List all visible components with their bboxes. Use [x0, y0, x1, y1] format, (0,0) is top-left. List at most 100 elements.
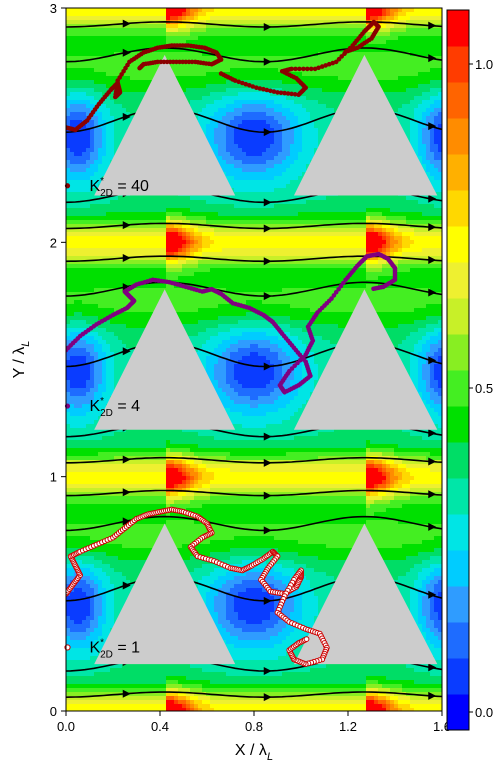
heatmap-cell: [282, 116, 286, 120]
heatmap-cell: [70, 8, 74, 12]
heatmap-cell: [178, 12, 182, 16]
heatmap-cell: [282, 164, 286, 168]
heatmap-cell: [306, 208, 310, 212]
heatmap-cell: [398, 196, 402, 200]
heatmap-cell: [318, 84, 322, 88]
heatmap-cell: [66, 204, 70, 208]
heatmap-cell: [230, 164, 234, 168]
heatmap-cell: [278, 152, 282, 156]
heatmap-cell: [234, 164, 238, 168]
heatmap-cell: [406, 96, 410, 100]
heatmap-cell: [430, 72, 434, 76]
heatmap-cell: [298, 36, 302, 40]
heatmap-cell: [430, 216, 434, 220]
heatmap-cell: [334, 28, 338, 32]
heatmap-cell: [194, 108, 198, 112]
heatmap-cell: [342, 24, 346, 28]
heatmap-cell: [82, 140, 86, 144]
heatmap-cell: [310, 148, 314, 152]
heatmap-cell: [106, 140, 110, 144]
heatmap-cell: [398, 96, 402, 100]
heatmap-cell: [250, 176, 254, 180]
heatmap-cell: [358, 52, 362, 56]
heatmap-cell: [278, 192, 282, 196]
heatmap-cell: [430, 40, 434, 44]
heatmap-cell: [262, 160, 266, 164]
heatmap-cell: [366, 216, 370, 220]
heatmap-cell: [378, 212, 382, 216]
heatmap-cell: [410, 56, 414, 60]
heatmap-cell: [278, 184, 282, 188]
heatmap-cell: [230, 160, 234, 164]
heatmap-cell: [74, 92, 78, 96]
heatmap-cell: [406, 204, 410, 208]
heatmap-cell: [82, 132, 86, 136]
heatmap-cell: [86, 156, 90, 160]
heatmap-cell: [422, 100, 426, 104]
heatmap-cell: [354, 8, 358, 12]
heatmap-cell: [374, 44, 378, 48]
heatmap-cell: [334, 8, 338, 12]
heatmap-cell: [410, 8, 414, 12]
heatmap-cell: [242, 192, 246, 196]
heatmap-cell: [134, 36, 138, 40]
heatmap-cell: [382, 212, 386, 216]
heatmap-cell: [426, 36, 430, 40]
heatmap-cell: [66, 68, 70, 72]
heatmap-cell: [234, 64, 238, 68]
heatmap-cell: [94, 76, 98, 80]
heatmap-cell: [310, 16, 314, 20]
heatmap-cell: [350, 212, 354, 216]
heatmap-cell: [430, 84, 434, 88]
heatmap-cell: [130, 84, 134, 88]
heatmap-cell: [130, 216, 134, 220]
heatmap-cell: [438, 40, 442, 44]
heatmap-cell: [322, 96, 326, 100]
heatmap-cell: [346, 64, 350, 68]
heatmap-cell: [150, 40, 154, 44]
heatmap-cell: [82, 36, 86, 40]
heatmap-cell: [86, 136, 90, 140]
heatmap-cell: [406, 72, 410, 76]
heatmap-cell: [274, 12, 278, 16]
heatmap-cell: [178, 16, 182, 20]
heatmap-cell: [358, 12, 362, 16]
heatmap-cell: [242, 32, 246, 36]
heatmap-cell: [394, 196, 398, 200]
heatmap-cell: [386, 80, 390, 84]
heatmap-cell: [78, 176, 82, 180]
heatmap-cell: [66, 156, 70, 160]
heatmap-cell: [166, 36, 170, 40]
heatmap-cell: [434, 16, 438, 20]
heatmap-cell: [414, 92, 418, 96]
heatmap-cell: [66, 96, 70, 100]
heatmap-cell: [282, 204, 286, 208]
heatmap-cell: [118, 100, 122, 104]
heatmap-cell: [66, 16, 70, 20]
heatmap-cell: [70, 64, 74, 68]
heatmap-cell: [266, 32, 270, 36]
heatmap-cell: [170, 52, 174, 56]
heatmap-cell: [210, 80, 214, 84]
heatmap-cell: [258, 16, 262, 20]
heatmap-cell: [74, 132, 78, 136]
heatmap-cell: [314, 92, 318, 96]
heatmap-cell: [422, 36, 426, 40]
heatmap-cell: [430, 136, 434, 140]
heatmap-cell: [190, 68, 194, 72]
heatmap-cell: [346, 60, 350, 64]
heatmap-cell: [238, 132, 242, 136]
heatmap-cell: [218, 12, 222, 16]
heatmap-cell: [282, 216, 286, 220]
heatmap-cell: [174, 200, 178, 204]
heatmap-cell: [274, 192, 278, 196]
heatmap-cell: [238, 64, 242, 68]
heatmap-cell: [278, 144, 282, 148]
heatmap-cell: [258, 116, 262, 120]
heatmap-cell: [434, 84, 438, 88]
heatmap-cell: [398, 80, 402, 84]
heatmap-cell: [110, 36, 114, 40]
heatmap-cell: [274, 160, 278, 164]
heatmap-cell: [182, 204, 186, 208]
heatmap-cell: [126, 196, 130, 200]
